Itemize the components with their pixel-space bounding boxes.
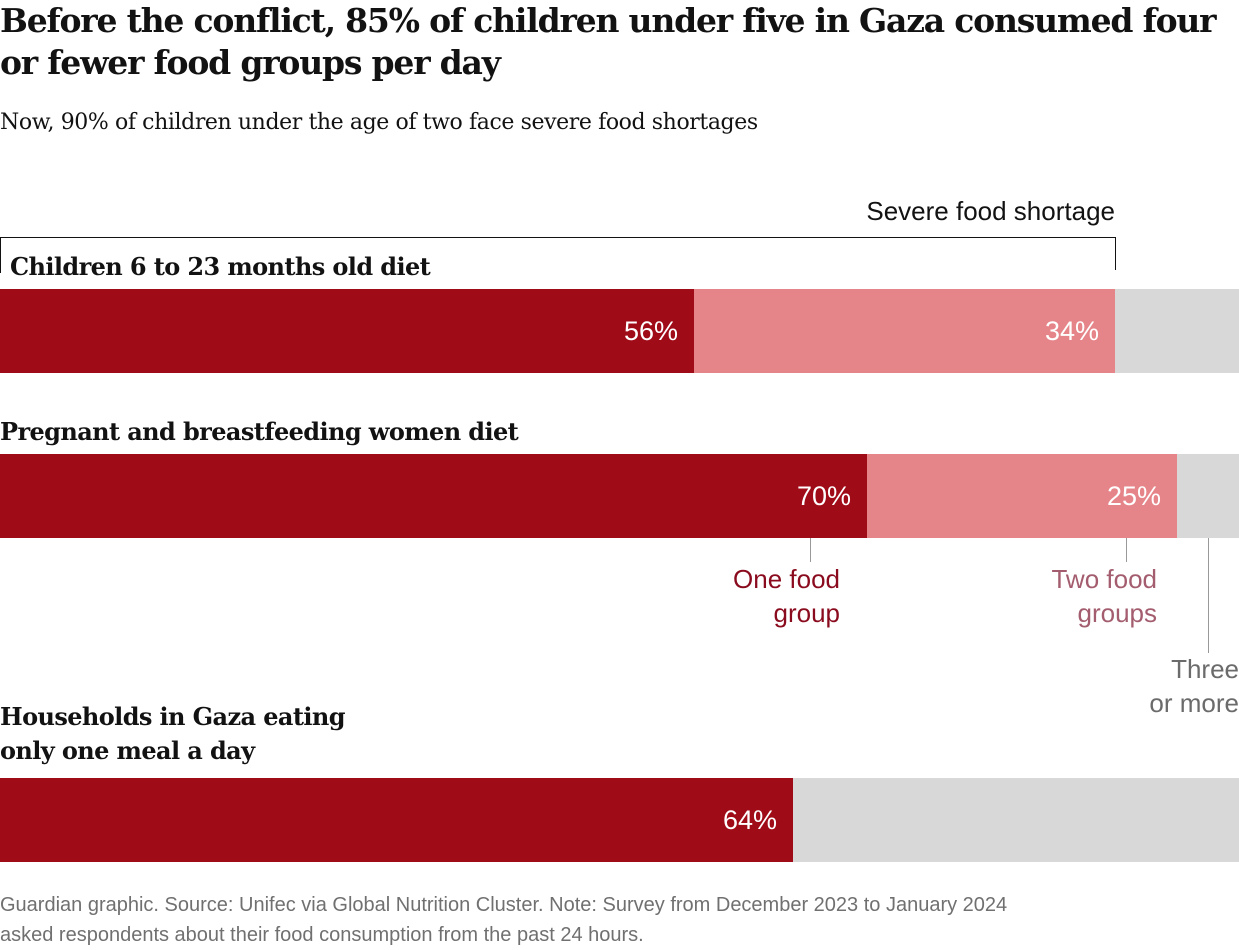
value-label-children-two: 34%: [1044, 316, 1099, 346]
row-label-households: Households in Gaza eating only one meal …: [0, 700, 390, 768]
severe-food-shortage-label: Severe food shortage: [866, 196, 1115, 226]
segment-children-two-food-groups: [694, 289, 1115, 373]
source-note-line1: Guardian graphic. Source: Unifec via Glo…: [0, 894, 1008, 916]
value-label-children-one: 56%: [623, 316, 678, 346]
annotation-one-food-group: One food group: [0, 562, 840, 630]
annotation-three-line2: or more: [1149, 688, 1239, 718]
row-label-children: Children 6 to 23 months old diet: [10, 252, 431, 281]
chart-subtitle: Now, 90% of children under the age of tw…: [0, 110, 758, 135]
segment-households-one-meal: [0, 778, 793, 862]
leader-line-one-food-group: [810, 538, 811, 562]
segment-women-one-food-group: [0, 454, 867, 538]
bar-women: 70% 25%: [0, 454, 1239, 538]
value-label-women-two: 25%: [1106, 481, 1161, 511]
bracket-top-line: [0, 237, 1116, 238]
annotation-two-line2: groups: [1077, 598, 1158, 628]
bar-households: 64%: [0, 778, 1239, 862]
annotation-three-line1: Three: [1171, 654, 1239, 684]
row-label-women: Pregnant and breastfeeding women diet: [0, 417, 519, 446]
bracket-right-tick: [1115, 237, 1116, 270]
row-label-households-text: Households in Gaza eating only one meal …: [0, 702, 346, 765]
source-note: Guardian graphic. Source: Unifec via Glo…: [0, 890, 1007, 950]
annotation-two-food-groups: Two food groups: [0, 562, 1157, 630]
annotation-one-line1: One food: [733, 564, 840, 594]
value-label-women-one: 70%: [796, 481, 851, 511]
annotation-two-line1: Two food: [1051, 564, 1157, 594]
leader-line-two-food-groups: [1126, 538, 1127, 562]
segment-children-one-food-group: [0, 289, 694, 373]
segment-women-two-food-groups: [867, 454, 1177, 538]
value-label-households: 64%: [722, 805, 777, 835]
leader-line-three-or-more: [1208, 538, 1209, 653]
source-note-line2: asked respondents about their food consu…: [0, 924, 644, 946]
annotation-one-line2: group: [773, 598, 841, 628]
segment-households-remainder: [793, 778, 1239, 862]
segment-women-three-or-more: [1177, 454, 1239, 538]
bracket-left-tick: [0, 237, 1, 273]
segment-children-three-or-more: [1115, 289, 1239, 373]
bar-children: 56% 34%: [0, 289, 1239, 373]
annotation-three-or-more: Three or more: [0, 652, 1239, 720]
chart-title: Before the conflict, 85% of children und…: [0, 1, 1217, 82]
